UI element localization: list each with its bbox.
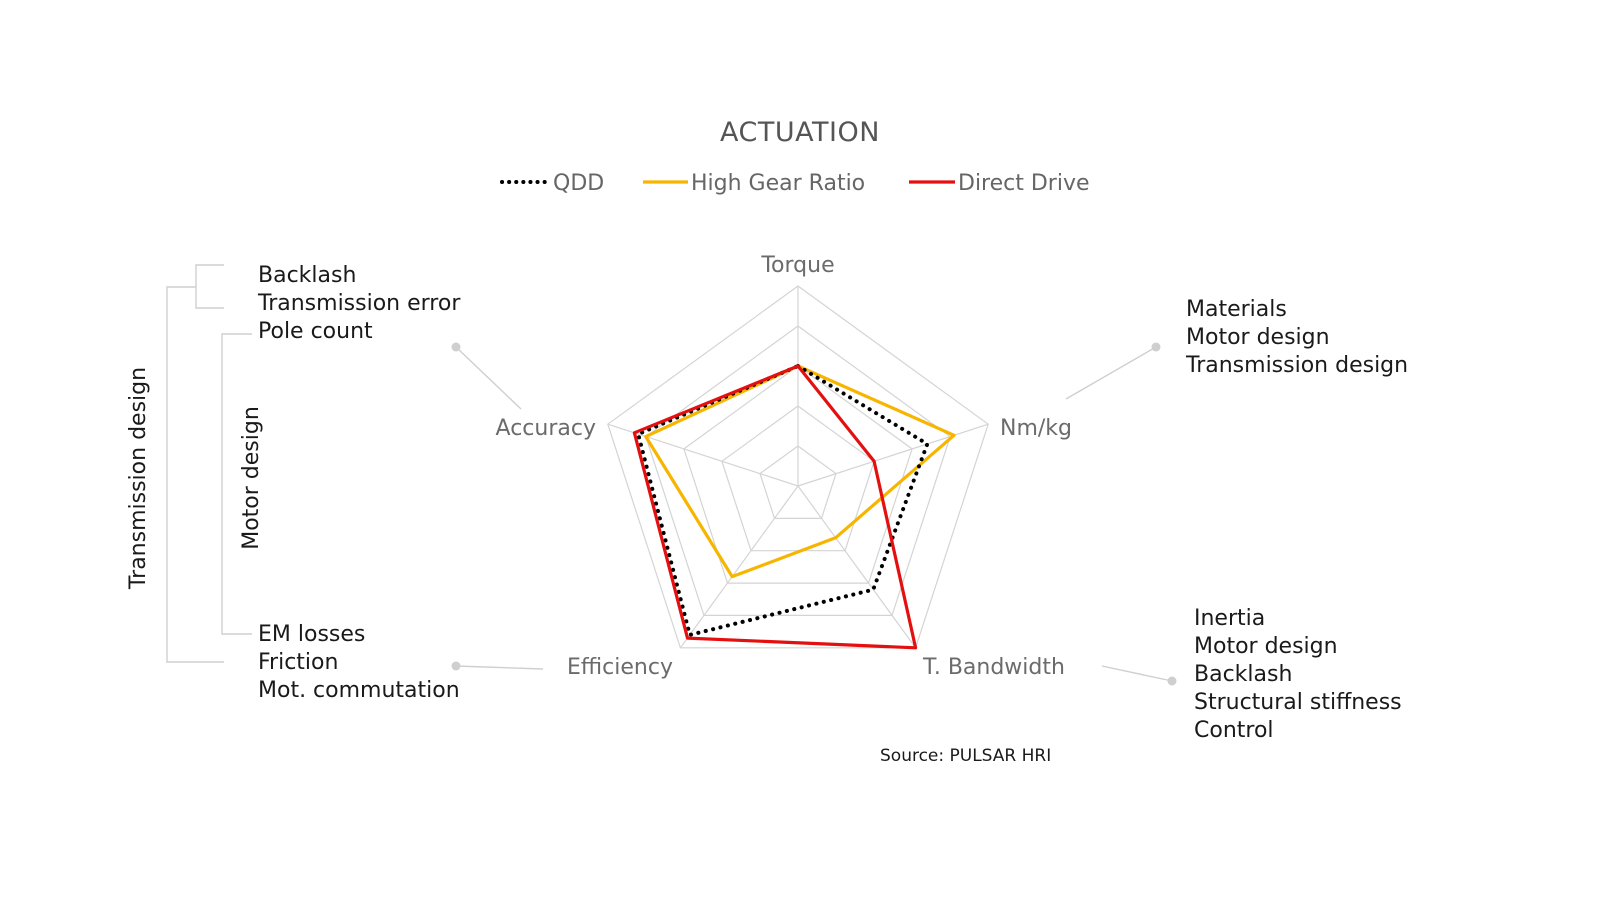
legend-label-qdd: QDD — [553, 171, 604, 196]
grid-ring-1 — [759, 445, 837, 520]
note-t-bandwidth-3: Backlash — [1194, 662, 1292, 687]
leader-lines — [451, 342, 1177, 686]
leader-efficiency — [455, 665, 544, 670]
series-qdd — [636, 364, 930, 637]
leader-accuracy — [455, 346, 522, 410]
leader-dot-efficiency — [451, 661, 461, 671]
spoke-t-bandwidth — [797, 485, 917, 649]
bracket-motor-inner — [221, 333, 252, 635]
radar-spokes — [607, 286, 989, 649]
chart-title: ACTUATION — [720, 117, 880, 148]
series-direct-drive — [632, 364, 918, 650]
spoke-nm-kg — [797, 423, 989, 487]
bracket-transmission-design: Transmission design — [126, 264, 224, 663]
leader-dot-accuracy — [451, 342, 461, 352]
leader-t-bandwidth — [1101, 665, 1173, 682]
grid-ring-5 — [607, 285, 989, 649]
notes-t-bandwidth: Inertia Motor design Backlash Structural… — [1194, 606, 1402, 743]
axis-label-accuracy: Accuracy — [496, 416, 596, 441]
source-note: Source: PULSAR HRI — [880, 746, 1051, 766]
axis-label-nm-kg: Nm/kg — [1000, 416, 1072, 441]
notes-accuracy: Backlash Transmission error Pole count — [257, 263, 461, 344]
legend-label-high-gear-ratio: High Gear Ratio — [691, 171, 865, 196]
leader-dot-t-bandwidth — [1167, 676, 1177, 686]
note-t-bandwidth-2: Motor design — [1194, 634, 1338, 659]
note-accuracy-2: Transmission error — [257, 291, 461, 316]
bracket-backlash-transmission-error — [195, 264, 224, 309]
axis-label-efficiency: Efficiency — [567, 655, 673, 680]
leader-dot-nm-kg — [1151, 342, 1161, 352]
radar-series — [632, 364, 956, 650]
note-t-bandwidth-1: Inertia — [1194, 606, 1265, 631]
note-efficiency-3: Mot. commutation — [258, 678, 460, 703]
note-accuracy-1: Backlash — [258, 263, 356, 288]
note-t-bandwidth-4: Structural stiffness — [1194, 690, 1402, 715]
axis-label-t-bandwidth: T. Bandwidth — [922, 655, 1065, 680]
series-high-gear-ratio — [644, 364, 956, 579]
note-efficiency-2: Friction — [258, 650, 338, 675]
note-nm-kg-2: Motor design — [1186, 325, 1330, 350]
bracket-motor-design: Motor design — [221, 333, 264, 635]
leader-nm-kg — [1065, 346, 1157, 400]
legend-label-direct-drive: Direct Drive — [958, 171, 1090, 196]
note-nm-kg-1: Materials — [1186, 297, 1287, 322]
notes-nm-kg: Materials Motor design Transmission desi… — [1185, 297, 1408, 378]
notes-efficiency: EM losses Friction Mot. commutation — [258, 622, 460, 703]
legend: QDD High Gear Ratio Direct Drive — [500, 171, 1090, 196]
note-nm-kg-3: Transmission design — [1185, 353, 1408, 378]
axis-label-torque: Torque — [760, 253, 834, 278]
bracket-label-motor-design: Motor design — [239, 406, 264, 550]
note-accuracy-3: Pole count — [258, 319, 373, 344]
note-t-bandwidth-5: Control — [1194, 718, 1274, 743]
spoke-efficiency — [679, 485, 799, 649]
note-efficiency-1: EM losses — [258, 622, 365, 647]
grid-ring-3 — [683, 365, 913, 584]
bracket-transmission-outer — [166, 286, 224, 663]
bracket-label-transmission-design: Transmission design — [126, 367, 151, 590]
spoke-accuracy — [607, 423, 799, 487]
